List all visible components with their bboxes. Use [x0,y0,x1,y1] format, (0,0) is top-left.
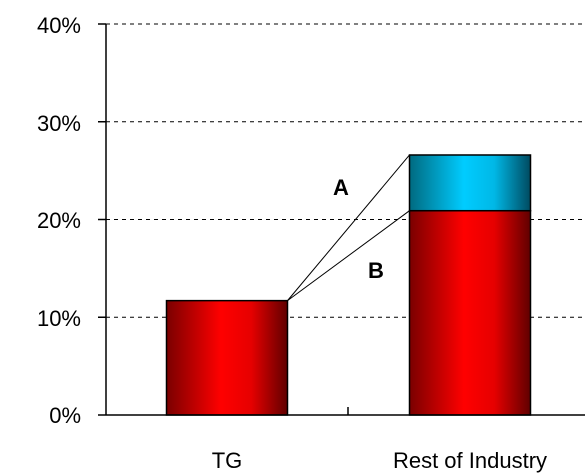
annotation-label-a: A [333,175,349,200]
axes [98,23,585,416]
y-tick-label-40: 40% [37,13,81,38]
y-tick-label-20: 20% [37,208,81,233]
y-tick-label-10: 10% [37,306,81,331]
x-category-label-tg: TG [212,448,243,473]
x-category-label-rest-of-industry: Rest of Industry [393,448,547,473]
y-tick-label-30: 30% [37,111,81,136]
bar-segment-base-rest-of-industry [408,209,532,416]
y-tick-label-0: 0% [49,403,81,428]
bar-segment-top-rest-of-industry [408,154,532,212]
bars [165,154,532,416]
connector-line-b [287,210,410,302]
annotation-label-b: B [368,258,384,283]
annotation-connectors [287,154,410,302]
connector-line-a [287,154,410,301]
bar-segment-base-tg [165,299,289,416]
